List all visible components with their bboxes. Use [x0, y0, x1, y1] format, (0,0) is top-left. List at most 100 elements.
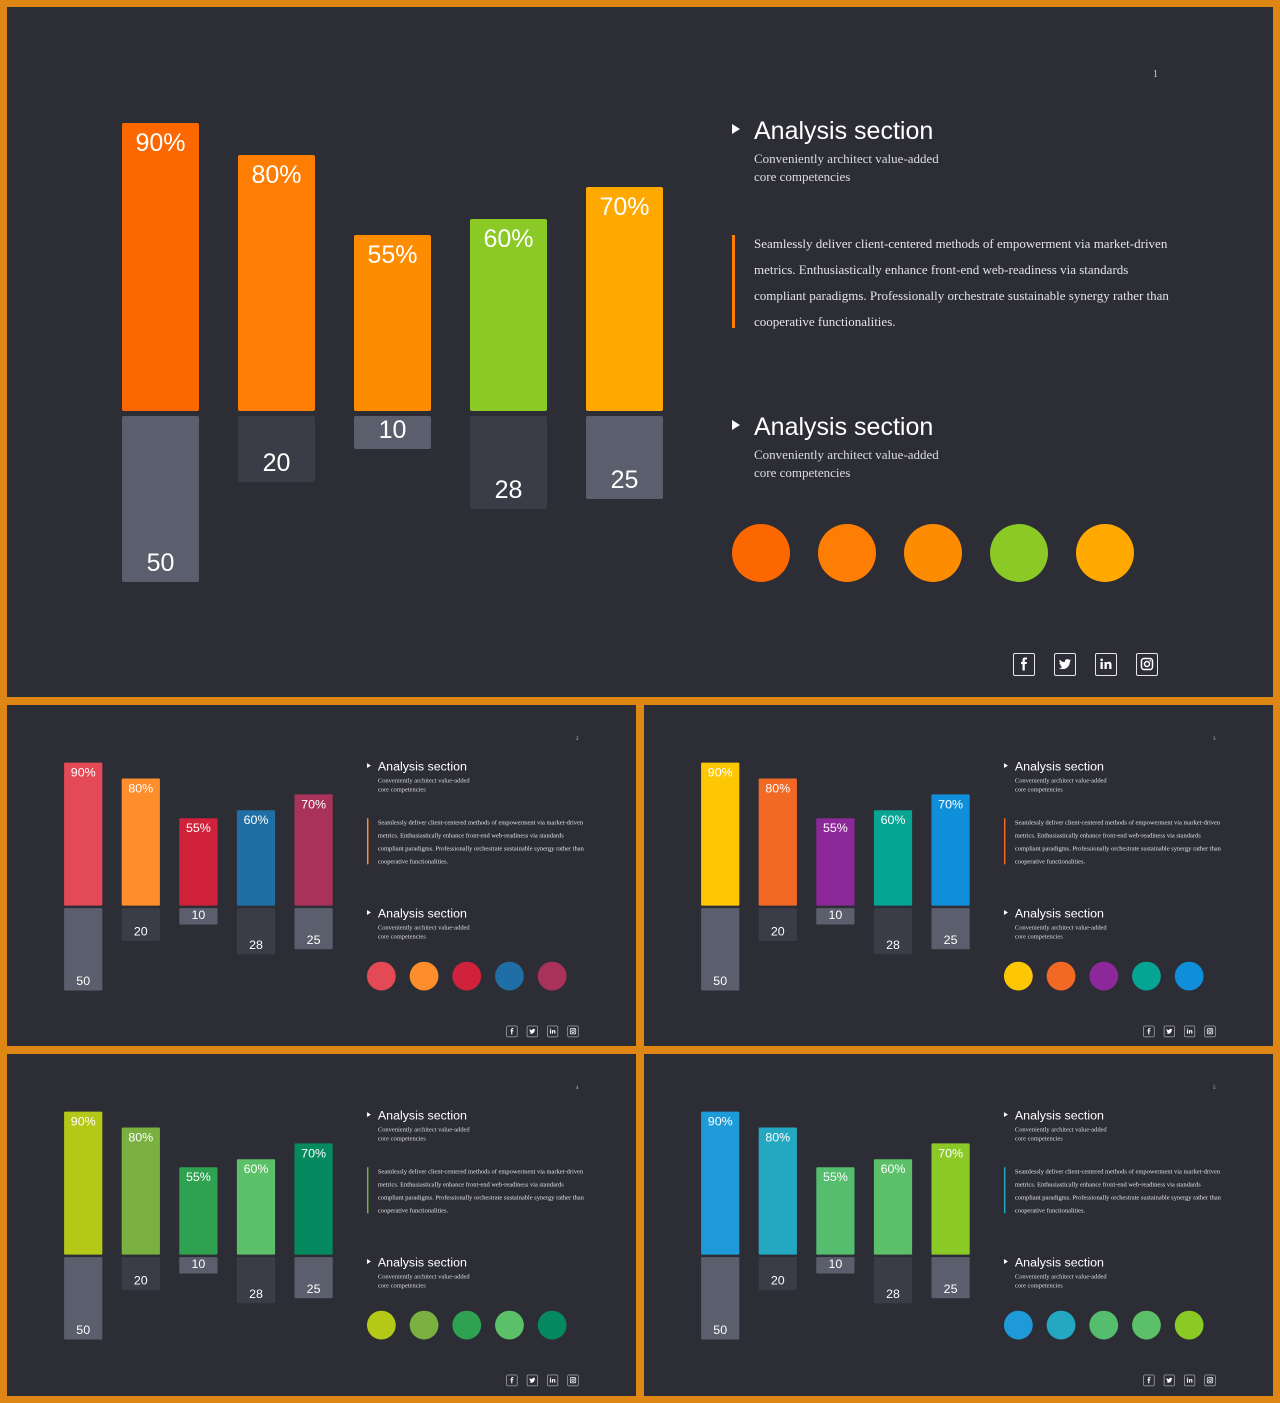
subtitle-line: core competencies — [754, 169, 851, 184]
subtitle-line: core competencies — [377, 1134, 426, 1142]
bar-value-label: 28 — [249, 937, 263, 952]
facebook-button[interactable] — [506, 1374, 518, 1387]
linkedin-button[interactable] — [547, 1374, 559, 1387]
bar-value-label: 50 — [713, 974, 728, 989]
bar-value-1 — [701, 908, 740, 991]
linkedin-button[interactable] — [1095, 653, 1117, 676]
color-dot-5 — [1174, 1310, 1204, 1340]
section-subtitle: Conveniently architect value-added core c… — [754, 150, 984, 186]
accent-line — [366, 818, 369, 865]
bar-value-label: 28 — [249, 1286, 263, 1301]
bar-value-label: 20 — [133, 924, 148, 939]
bar-percent-3 — [816, 1167, 855, 1255]
instagram-button[interactable] — [1136, 653, 1158, 676]
bar-percent-label: 60% — [243, 813, 269, 828]
slide-5: 5 90% 50 80% 20 55% 10 60% 28 70% 25 Analysis secti… — [644, 1054, 1273, 1396]
twitter-button[interactable] — [1163, 1374, 1175, 1387]
facebook-button[interactable] — [1143, 1374, 1155, 1387]
bar-percent-label: 90% — [707, 765, 733, 780]
instagram-button[interactable] — [1204, 1025, 1216, 1038]
bar-percent-3 — [179, 1167, 218, 1255]
twitter-button[interactable] — [526, 1374, 538, 1387]
facebook-button[interactable] — [1013, 653, 1035, 676]
bar-percent-label: 55% — [822, 1170, 848, 1185]
color-dot-2 — [818, 524, 876, 582]
color-dot-2 — [1046, 1310, 1076, 1340]
section-title: Analysis section — [377, 759, 467, 774]
twitter-button[interactable] — [1054, 653, 1076, 676]
bar-value-5 — [931, 908, 970, 950]
bar-value-label: 10 — [191, 1257, 206, 1272]
bar-percent-label: 90% — [707, 1114, 733, 1129]
slide-4: 4 90% 50 80% 20 55% 10 60% 28 70% 25 Analysis secti… — [7, 1054, 636, 1396]
bar-percent-label: 55% — [367, 241, 418, 269]
bar-value-label: 28 — [886, 937, 900, 952]
bar-value-5 — [931, 1257, 970, 1299]
accent-line — [732, 235, 735, 328]
color-dot-2 — [409, 961, 439, 991]
bar-value-3 — [179, 908, 218, 925]
bar-percent-label: 55% — [185, 821, 211, 836]
section-title: Analysis section — [754, 117, 934, 145]
bar-value-label: 50 — [76, 1323, 91, 1338]
bar-percent-4 — [873, 810, 913, 906]
instagram-button[interactable] — [567, 1025, 579, 1038]
play-arrow-icon — [1003, 910, 1008, 916]
bar-percent-3 — [354, 235, 431, 411]
slide-3: 3 90% 50 80% 20 55% 10 60% 28 70% 25 Analysis secti… — [644, 705, 1273, 1046]
bar-percent-label: 90% — [70, 1114, 96, 1129]
color-dot-4 — [495, 961, 524, 991]
facebook-button[interactable] — [506, 1025, 518, 1038]
section-subtitle: Conveniently architect value-added core c… — [1015, 1272, 1129, 1290]
facebook-button[interactable] — [1143, 1025, 1155, 1038]
color-dot-4 — [1132, 961, 1161, 991]
play-arrow-icon — [366, 910, 371, 916]
bar-value-label: 10 — [378, 416, 407, 445]
twitter-button[interactable] — [1163, 1025, 1175, 1038]
linkedin-button[interactable] — [1184, 1374, 1196, 1387]
linkedin-button[interactable] — [1184, 1025, 1196, 1038]
section-subtitle: Conveniently architect value-added core c… — [1015, 776, 1129, 794]
body-paragraph: Seamlessly deliver client-centered metho… — [377, 818, 584, 865]
bar-value-4 — [236, 1257, 276, 1304]
slide-content: 5 90% 50 80% 20 55% 10 60% 28 70% 25 Analysis secti… — [644, 1054, 1273, 1396]
bar-percent-label: 70% — [301, 797, 327, 812]
bar-value-label: 28 — [494, 475, 523, 504]
bar-percent-label: 80% — [765, 1130, 791, 1145]
subtitle-line: core competencies — [377, 932, 426, 940]
bar-percent-label: 60% — [880, 1162, 906, 1177]
twitter-button[interactable] — [526, 1025, 538, 1038]
bar-value-label: 50 — [76, 974, 91, 989]
instagram-button[interactable] — [567, 1374, 579, 1387]
subtitle-line: core competencies — [1014, 785, 1063, 793]
bar-percent-label: 90% — [135, 129, 186, 157]
bar-percent-label: 55% — [185, 1170, 211, 1185]
instagram-button[interactable] — [1204, 1374, 1216, 1387]
bar-value-label: 20 — [262, 449, 291, 478]
color-dot-5 — [537, 961, 567, 991]
slide-number: 3 — [1212, 735, 1216, 742]
subtitle-line: Conveniently architect value-added — [377, 923, 470, 931]
bar-percent-1 — [122, 123, 199, 411]
bar-percent-5 — [931, 1143, 970, 1255]
section-subtitle: Conveniently architect value-added core c… — [378, 1125, 492, 1143]
section-title: Analysis section — [1014, 906, 1104, 921]
slide-number: 1 — [1153, 69, 1158, 80]
bar-value-3 — [816, 1257, 855, 1274]
bar-percent-1 — [701, 1111, 740, 1255]
slide-number: 4 — [575, 1084, 579, 1091]
linkedin-button[interactable] — [547, 1025, 559, 1038]
slide-content: 3 90% 50 80% 20 55% 10 60% 28 70% 25 Analysis secti… — [644, 705, 1273, 1046]
subtitle-line: core competencies — [377, 785, 426, 793]
bar-value-label: 50 — [713, 1323, 728, 1338]
section-subtitle: Conveniently architect value-added core c… — [1015, 1125, 1129, 1143]
bar-percent-label: 90% — [70, 765, 96, 780]
subtitle-line: Conveniently architect value-added — [1014, 1125, 1107, 1133]
bar-value-3 — [179, 1257, 218, 1274]
color-dot-2 — [1046, 961, 1076, 991]
body-paragraph: Seamlessly deliver client-centered metho… — [377, 1167, 584, 1214]
color-dot-5 — [537, 1310, 567, 1340]
subtitle-line: Conveniently architect value-added — [377, 1125, 470, 1133]
section-title: Analysis section — [1014, 759, 1104, 774]
bar-value-5 — [294, 1257, 333, 1299]
